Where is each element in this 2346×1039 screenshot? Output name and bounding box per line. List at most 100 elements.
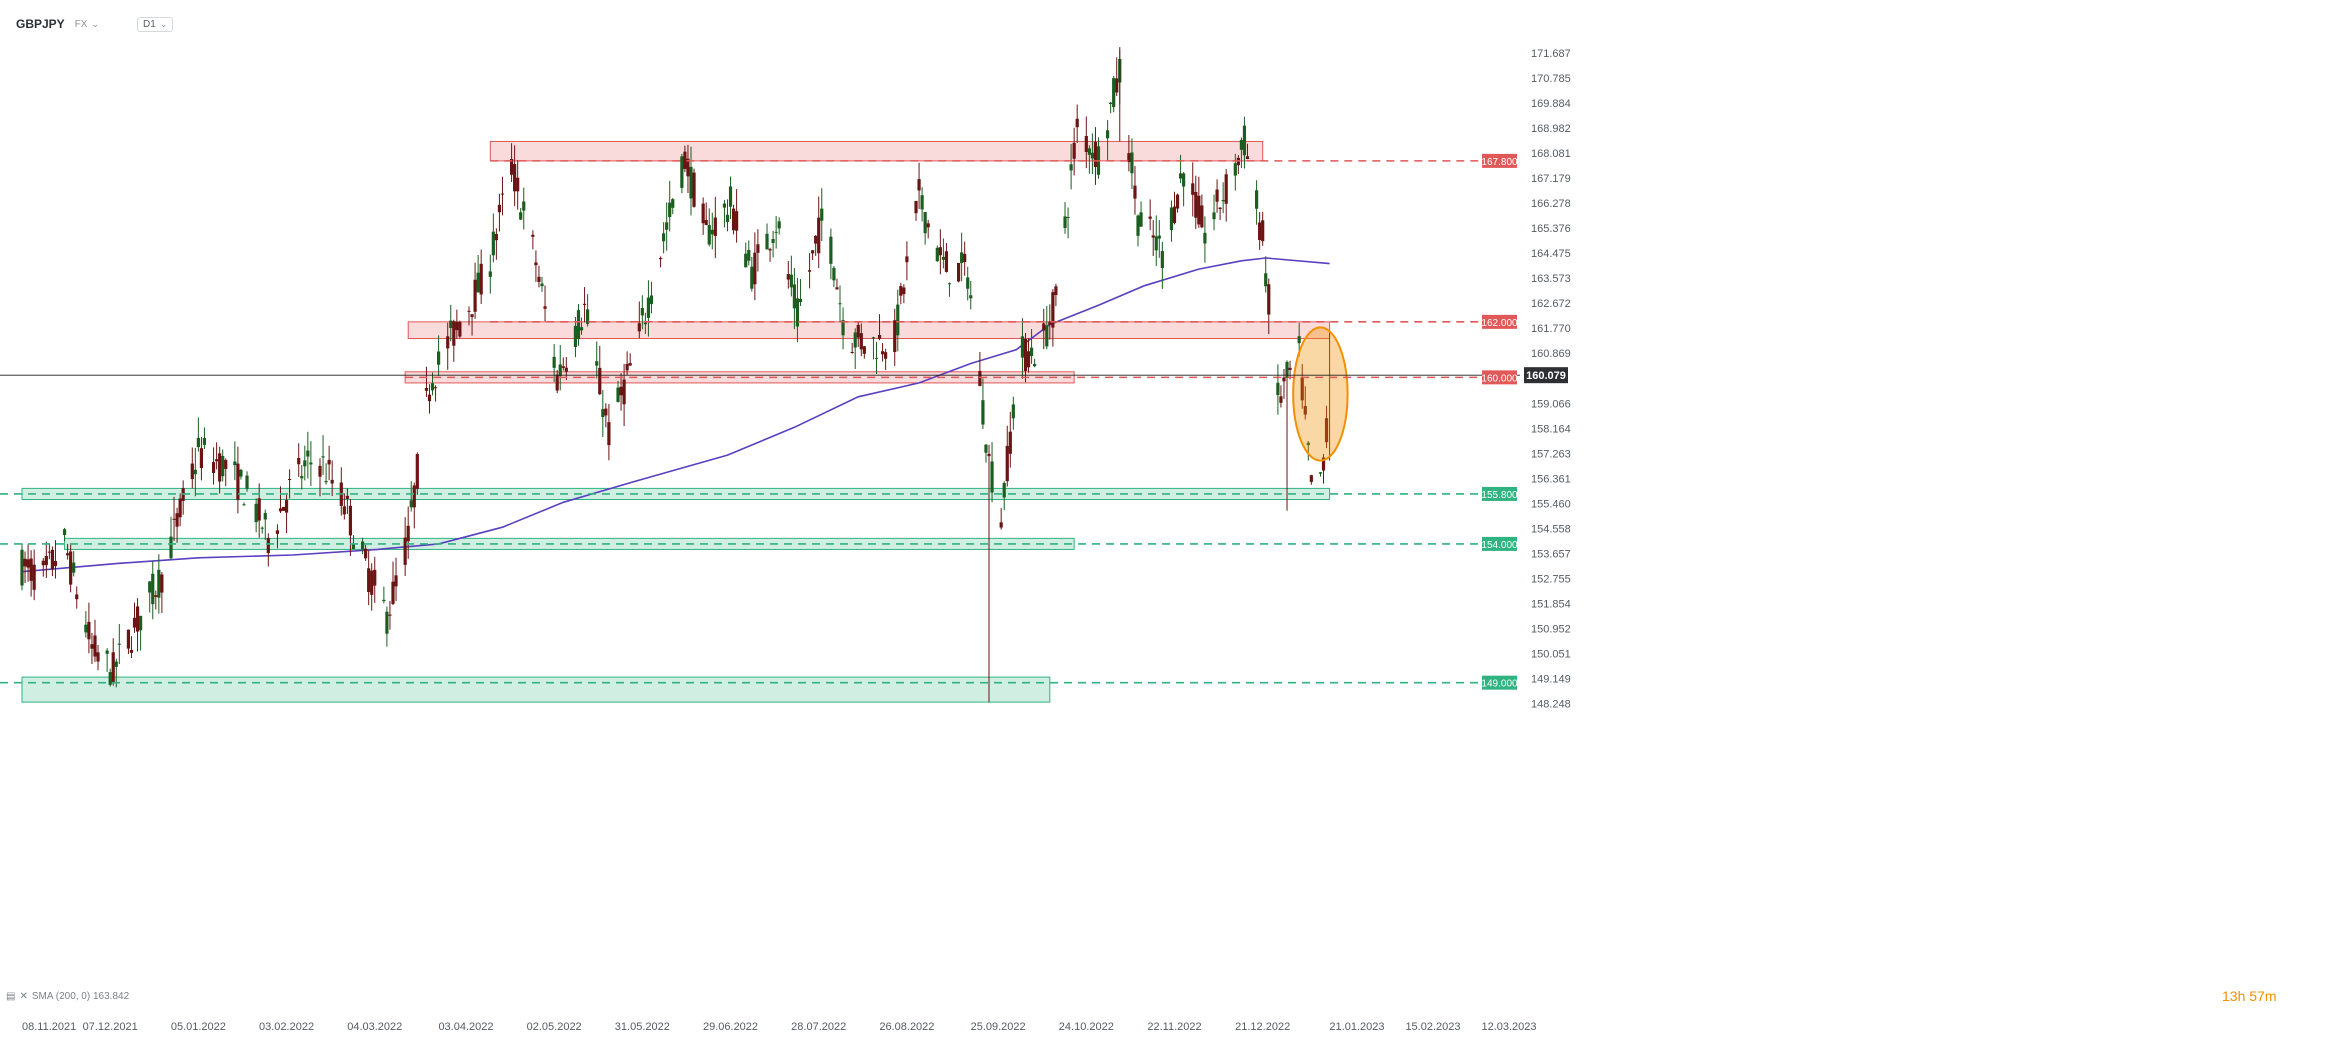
candle-body bbox=[926, 223, 930, 228]
candle-body bbox=[455, 321, 459, 331]
level-layer: 167.800 162.000 160.000 155.800 154.000 149.0… bbox=[0, 153, 1520, 690]
candle-body bbox=[1279, 396, 1283, 403]
candle-body bbox=[1303, 406, 1307, 415]
close-icon[interactable]: ✕ bbox=[19, 991, 28, 1002]
candle-body bbox=[1063, 216, 1067, 228]
candle-body bbox=[543, 306, 547, 309]
candle-body bbox=[321, 456, 325, 458]
candle-body bbox=[1297, 336, 1301, 344]
candle-body bbox=[360, 541, 365, 550]
sma-200-line[interactable] bbox=[21, 257, 1330, 573]
candle-body bbox=[905, 256, 909, 263]
candle-body bbox=[266, 538, 270, 554]
candle-body bbox=[415, 454, 419, 489]
x-tick-label: 22.11.2022 bbox=[1147, 1021, 1201, 1033]
current-price-label: 160.079 bbox=[1526, 370, 1566, 382]
candle-body bbox=[494, 233, 498, 241]
candle-body bbox=[531, 234, 535, 237]
candle-body bbox=[1042, 323, 1046, 331]
candle-body bbox=[792, 284, 796, 309]
y-tick-label: 167.179 bbox=[1531, 173, 1571, 185]
symbol-label[interactable]: GBPJPY bbox=[16, 17, 65, 31]
candle-body bbox=[287, 478, 292, 480]
candle-body bbox=[1151, 235, 1155, 238]
candle-body bbox=[1008, 431, 1012, 454]
candle-body bbox=[984, 444, 988, 453]
candle-body bbox=[284, 500, 289, 513]
chevron-down-icon: ⌄ bbox=[159, 18, 168, 29]
candle-body bbox=[254, 503, 258, 523]
candle-body bbox=[1178, 173, 1183, 179]
y-tick-label: 152.755 bbox=[1531, 573, 1571, 585]
candle-body bbox=[193, 469, 197, 475]
candle-body bbox=[1130, 152, 1134, 174]
level-tag-149.000 bbox=[1482, 675, 1517, 690]
candle-body bbox=[683, 151, 687, 169]
candle-body bbox=[342, 506, 346, 515]
candle-body bbox=[990, 461, 994, 493]
candle-body bbox=[686, 158, 690, 177]
candle-body bbox=[564, 367, 568, 372]
candle-body bbox=[893, 320, 897, 352]
indicator-legend[interactable]: ▤ ✕ SMA (200, 0) 163.842 bbox=[6, 991, 129, 1002]
candle-body bbox=[923, 211, 927, 234]
candle-body bbox=[789, 274, 793, 288]
candle-body bbox=[920, 195, 924, 210]
candle-body bbox=[1242, 125, 1247, 156]
indicator-settings-icon[interactable]: ▤ bbox=[6, 991, 16, 1002]
candle-body bbox=[1282, 377, 1286, 382]
candle-body bbox=[370, 570, 374, 595]
resistance-zone-0[interactable] bbox=[489, 140, 1264, 162]
candle-body bbox=[300, 476, 304, 479]
candle-body bbox=[324, 480, 328, 483]
timeframe-selector[interactable]: D1 ⌄ bbox=[137, 16, 174, 32]
candle-body bbox=[224, 459, 228, 469]
level-label: 162.000 bbox=[1481, 318, 1518, 329]
candle-body bbox=[467, 310, 471, 312]
x-tick-label: 08.11.2021 bbox=[22, 1021, 76, 1033]
support-zone-5[interactable] bbox=[21, 676, 1051, 703]
candle-body bbox=[452, 321, 456, 346]
candle-body bbox=[540, 283, 544, 287]
candle-body bbox=[665, 222, 669, 230]
level-label: 155.800 bbox=[1481, 490, 1518, 501]
candle-body bbox=[552, 356, 556, 368]
candle-body bbox=[607, 422, 611, 446]
support-zone-4[interactable] bbox=[64, 537, 1075, 550]
candle-body bbox=[509, 158, 514, 175]
x-tick-label: 02.05.2022 bbox=[527, 1021, 582, 1033]
level-label: 154.000 bbox=[1481, 540, 1518, 551]
candle-body bbox=[1109, 102, 1113, 105]
candle-body bbox=[707, 225, 711, 245]
candle-body bbox=[306, 450, 310, 457]
candle-body bbox=[1172, 206, 1177, 223]
candle-body bbox=[704, 220, 708, 225]
candle-body bbox=[330, 479, 334, 484]
candle-body bbox=[1029, 347, 1034, 357]
y-tick-label: 155.460 bbox=[1531, 498, 1571, 510]
x-tick-label: 28.07.2022 bbox=[791, 1021, 846, 1033]
candle-body bbox=[394, 575, 398, 587]
candle-body bbox=[1115, 78, 1119, 93]
candle-body bbox=[938, 247, 942, 256]
candle-body bbox=[722, 203, 727, 208]
candle-body bbox=[987, 453, 991, 457]
resistance-zone-1[interactable] bbox=[407, 321, 1331, 340]
candle-body bbox=[586, 309, 590, 324]
candle-body bbox=[275, 530, 280, 534]
candle-body bbox=[29, 558, 33, 581]
x-tick-label: 07.12.2021 bbox=[83, 1021, 138, 1033]
candle-body bbox=[281, 507, 286, 511]
candle-body bbox=[1175, 194, 1180, 209]
candle-body bbox=[579, 327, 584, 331]
candle-body bbox=[756, 244, 760, 253]
market-selector[interactable]: FX ⌄ bbox=[75, 19, 99, 30]
x-tick-label: 12.03.2023 bbox=[1481, 1021, 1536, 1033]
candle-body bbox=[1212, 212, 1216, 220]
candle-body bbox=[233, 461, 237, 466]
candle-body bbox=[53, 560, 58, 567]
highlight-ellipse[interactable] bbox=[1292, 326, 1349, 462]
candle-body bbox=[1033, 363, 1037, 367]
candle-body bbox=[199, 448, 204, 469]
